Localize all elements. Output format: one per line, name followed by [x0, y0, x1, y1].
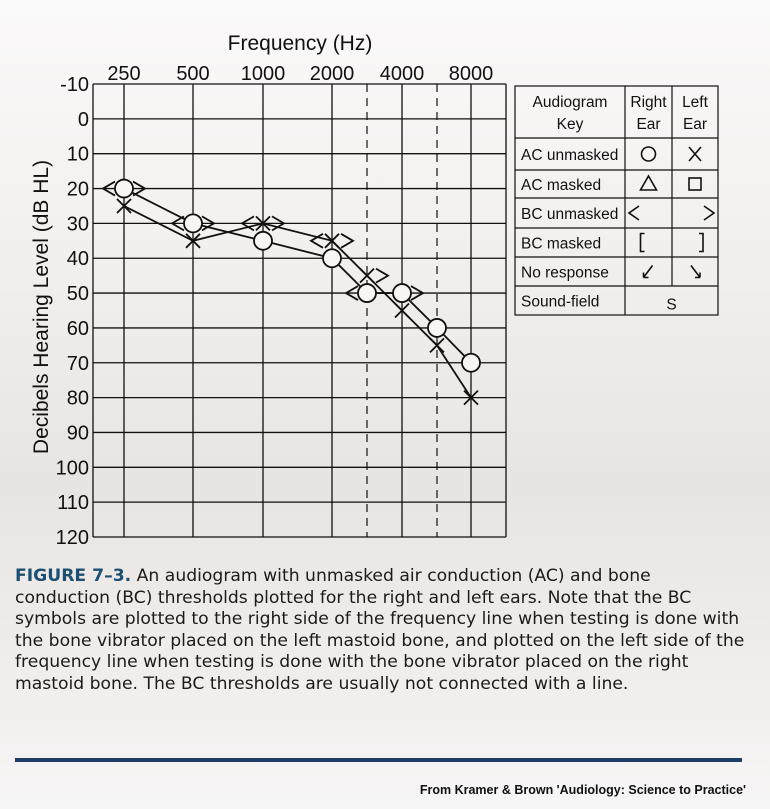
marker-ac-right: [322, 248, 342, 269]
audiogram-chart: 250 500 1000 2000 4000 8000 -10 0 10 20 30 40 50 60 70…: [30, 32, 719, 549]
y-tick-label: 0: [78, 109, 89, 131]
source-credit: From Kramer & Brown 'Audiology: Science …: [419, 783, 746, 797]
y-tick-label: 10: [67, 144, 89, 166]
marker-bc-left: [271, 215, 286, 232]
marker-ac-left: [394, 302, 410, 319]
series-line: [123, 205, 472, 399]
marker-ac-right: [114, 178, 134, 199]
marker-bc-left: [375, 267, 390, 284]
y-axis-label: Decibels Hearing Level (dB HL): [30, 160, 53, 454]
marker-bc-right: [344, 285, 359, 301]
y-tick-label: -10: [60, 74, 89, 96]
y-tick-label: 120: [56, 527, 89, 549]
marker-ac-left: [359, 268, 375, 284]
legend-symbol-right: [627, 205, 640, 221]
legend-symbol-left: [690, 265, 701, 279]
y-tick-label: 110: [57, 492, 89, 514]
y-tick-label: 70: [67, 353, 89, 375]
y-tick-label: 60: [67, 318, 89, 340]
marker-bc-left: [201, 215, 216, 232]
marker-ac-right: [183, 213, 203, 234]
legend-symbol-left: [703, 205, 716, 221]
marker-ac-right: [253, 230, 273, 251]
x-tick-label: 2000: [310, 63, 355, 85]
x-tick-label: 250: [107, 63, 140, 85]
legend-symbol-left: [699, 232, 704, 253]
legend-header-left-ear: Left: [682, 94, 709, 111]
legend-row-label: AC masked: [521, 177, 601, 194]
x-tick-label: 8000: [449, 63, 494, 85]
legend-header-right-ear: Right: [630, 94, 667, 111]
legend-header-left-ear: Ear: [683, 116, 707, 133]
marker-ac-left: [255, 215, 271, 232]
marker-ac-left: [429, 337, 445, 353]
audiogram-key: Audiogram Key Right Ear Left Ear AC unmasked AC…: [514, 85, 719, 316]
legend-row-label: AC unmasked: [521, 147, 618, 164]
figure-caption: FIGURE 7–3. An audiogram with unmasked a…: [15, 566, 750, 696]
marker-ac-left: [324, 233, 340, 249]
marker-bc-right: [240, 215, 255, 232]
marker-ac-right: [427, 318, 447, 338]
marker-bc-left: [410, 285, 425, 301]
marker-ac-right: [461, 352, 481, 373]
y-tick-label: 20: [67, 179, 89, 201]
figure-caption-text: An audiogram with unmasked air conductio…: [15, 566, 745, 694]
marker-bc-right: [170, 215, 185, 232]
legend-symbol-left: [688, 177, 702, 191]
legend-symbol-right: [639, 232, 645, 253]
legend-row-label: No response: [521, 265, 609, 282]
marker-bc-right: [101, 180, 116, 197]
legend-soundfield-symbol: S: [666, 297, 676, 314]
y-tick-label: 50: [67, 283, 89, 305]
marker-bc-right: [309, 233, 324, 249]
y-tick-label: 100: [56, 457, 89, 479]
figure-label: FIGURE 7–3.: [15, 566, 132, 586]
legend-symbol-right: [640, 146, 657, 162]
legend-header-key: Audiogram: [533, 94, 608, 111]
y-tick-label: 30: [67, 213, 89, 235]
marker-bc-left: [132, 180, 147, 197]
marker-bc-left: [340, 233, 355, 249]
y-tick-label: 80: [67, 388, 89, 410]
y-tick-label: 40: [67, 248, 89, 270]
marker-ac-right: [357, 283, 377, 303]
legend-symbol-left: [688, 146, 702, 162]
marker-ac-left: [463, 389, 479, 406]
legend-header-key: Key: [557, 116, 584, 133]
legend-row-label: Sound-field: [521, 294, 599, 311]
x-tick-label: 500: [176, 63, 209, 85]
caption-divider: [15, 758, 742, 762]
marker-ac-left: [185, 233, 201, 249]
legend-header-right-ear: Ear: [636, 116, 660, 133]
series-markers: [101, 178, 481, 406]
legend-row-label: BC masked: [521, 236, 601, 253]
legend-row-label: BC unmasked: [521, 206, 618, 223]
legend-symbol-right: [642, 265, 654, 279]
x-axis-label: Frequency (Hz): [228, 32, 373, 55]
axis-ticks: 250 500 1000 2000 4000 8000 -10 0 10 20 30 40 50 60 70…: [56, 63, 494, 549]
x-tick-label: 1000: [241, 63, 286, 85]
series-line: [123, 187, 472, 364]
marker-ac-right: [392, 283, 412, 303]
legend-symbol-right: [639, 174, 658, 191]
y-tick-label: 90: [67, 422, 89, 444]
marker-ac-left: [116, 198, 132, 214]
audiogram-grid: [92, 83, 507, 538]
x-tick-label: 4000: [380, 63, 425, 85]
